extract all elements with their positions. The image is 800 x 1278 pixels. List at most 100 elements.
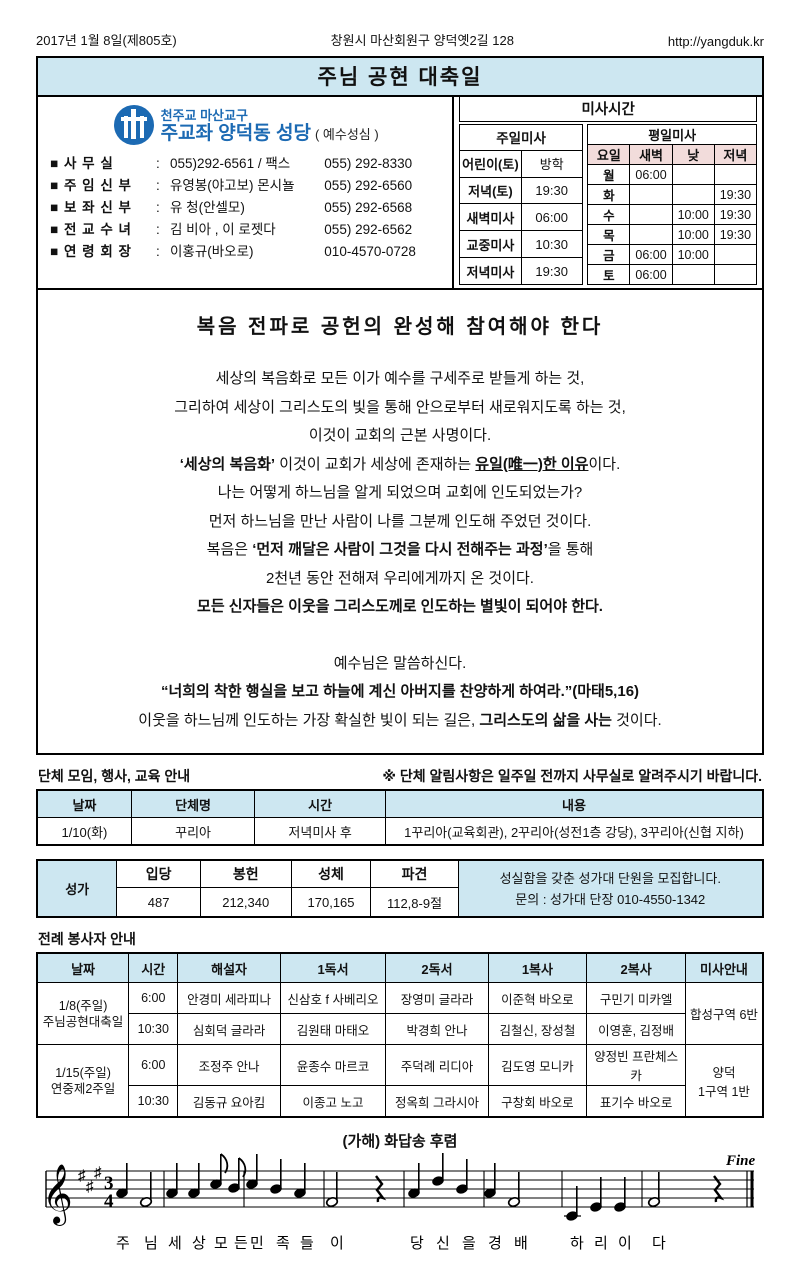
bullet-icon: ■ [50, 178, 59, 193]
groups-cell: 저녁미사 후 [254, 817, 386, 846]
mass-time: 10:00 [671, 244, 715, 265]
contact-label: 전 교 수 녀 [64, 222, 132, 237]
weekday-mass-table: 평일미사 요일 새벽 낮 저녁 월 06:00 화 19:30 수 10:00 19:30 목 10:… [587, 124, 757, 285]
lyric-syllable: 다 [652, 1235, 666, 1252]
mass-time [713, 244, 757, 265]
bulletin-title: 주님 공현 대축일 [36, 56, 764, 97]
day-name: 수 [587, 204, 631, 225]
sermon-text: 이다. [588, 455, 621, 473]
lyric-syllable: 배 [514, 1235, 528, 1252]
church-name-suffix: ( 예수성심 ) [314, 127, 379, 142]
mass-time: 19:30 [713, 204, 757, 225]
choir-col-header: 봉헌 [199, 859, 292, 888]
choir-value: 487 [116, 887, 201, 918]
contact-label: 사 무 실 [64, 156, 114, 171]
mass-time [629, 204, 673, 225]
sharp-icon: ♯ [78, 1167, 86, 1184]
lyric-syllable: 주 [116, 1235, 130, 1252]
mass-guide: 합성구역 6반 [684, 982, 764, 1045]
mass-name: 새벽미사 [459, 203, 522, 232]
volunteer-name: 윤종수 마르코 [279, 1044, 387, 1086]
sunday-mass-table: 주일미사 어린이(토) 방학 저녁(토) 19:30 새벽미사 06:00 교중미사 10:3… [459, 124, 583, 285]
contact-name: 유 청(안셀모) [170, 200, 245, 215]
church-info-box: 천주교 마산교구 주교좌 양덕동 성당( 예수성심 ) ■ 사 무 실:055)2… [38, 97, 455, 288]
music-title: (가해) 화답송 후렴 [342, 1133, 458, 1150]
mass-time [713, 264, 757, 285]
bullet-icon: ■ [50, 222, 59, 237]
top-header: 2017년 1월 8일(제805호) 창원시 마산회원구 양덕옛2길 128 h… [36, 30, 764, 49]
sermon-title: 복음 전파로 공헌의 완성해 참여해야 한다 [196, 316, 604, 338]
groups-section-header: 단체 모임, 행사, 교육 안내 ※ 단체 알림사항은 일주일 전까지 사무실로… [38, 766, 762, 786]
music-notation: Fine 𝄞 ♯ ♯ ♯ 3 4 주 님 세 상 모 든 민 족 들 이 당 신 을 경 배 하 리 이 다 [38, 1151, 762, 1262]
groups-col-header: 단체명 [130, 789, 256, 818]
volunteers-col-header: 2복사 [586, 952, 686, 983]
groups-row: 1/10(화) 꾸리아 저녁미사 후 1꾸리아(교육회관), 2꾸리아(성전1층 강당… [36, 817, 764, 846]
sermon-line: 그리하여 세상이 그리스도의 빛을 통해 안으로부터 새로워지도록 하는 것, [64, 394, 736, 423]
sermon-line: 복음은 ‘먼저 깨달은 사람이 그것을 다시 전해주는 과정’을 통해 [64, 536, 736, 565]
mass-time: 6:00 [128, 982, 179, 1014]
volunteer-name: 심회덕 글라라 [177, 1013, 281, 1045]
day-name: 화 [587, 184, 631, 205]
sharp-icon: ♯ [86, 1178, 94, 1195]
volunteers-heading: 전례 봉사자 안내 [38, 931, 136, 947]
sermon-line: 나는 어떻게 하느님을 알게 되었으며 교회에 인도되었는가? [64, 479, 736, 508]
lyric-syllable: 리 [594, 1235, 608, 1252]
fine-marker: Fine [725, 1153, 756, 1169]
contact-label: 주 임 신 부 [64, 178, 132, 193]
volunteer-name: 안경미 세라피나 [177, 982, 281, 1014]
sermon-text: ‘먼저 깨달은 사람이 그것을 다시 전해주는 과정’ [252, 541, 548, 558]
volunteer-name: 이영훈, 김정배 [586, 1013, 686, 1045]
choir-notice: 성실함을 갖춘 성가대 단원을 모집합니다. 문의 : 성가대 단장 010-4… [457, 859, 764, 918]
volunteers-col-header: 미사안내 [684, 952, 764, 983]
lyric-syllable: 들 [300, 1235, 314, 1252]
lyric-syllable: 이 [330, 1235, 344, 1252]
lyric-syllable: 신 [436, 1235, 450, 1252]
volunteers-table: 날짜 시간 해설자 1독서 2독서 1복사 2복사 미사안내 1/8(주일) 주님공현대축일 6:… [36, 952, 764, 1118]
sermon-line: “너희의 착한 행실을 보고 하늘에 계신 아버지를 찬양하게 하여라.”(마태… [64, 678, 736, 707]
groups-cell: 꾸리아 [130, 817, 256, 846]
volunteer-name: 이준혁 바오로 [487, 982, 588, 1014]
volunteers-col-header: 날짜 [36, 952, 130, 983]
volunteers-row: 1/15(주일) 연중제2주일 6:00 조정주 안나 윤종수 마르코 주덕례 리디아 김도… [36, 1044, 764, 1118]
volunteer-name: 조정주 안나 [177, 1044, 281, 1086]
sermon-text: ‘세상의 복음화’ [179, 455, 276, 473]
church-address: 창원시 마산회원구 양덕옛2길 128 [330, 33, 514, 48]
sermon-line: 모든 신자들은 이웃을 그리스도께로 인도하는 별빛이 되어야 한다. [64, 593, 736, 622]
weekday-mass-row: 금 06:00 10:00 [587, 244, 757, 265]
site-url: http://yangduk.kr [667, 34, 764, 49]
weekday-col-header: 저녁 [713, 144, 757, 165]
contact-colon: : [156, 222, 160, 237]
mass-time: 19:30 [520, 257, 583, 285]
contact-name: 김 비아 , 이 로젯다 [170, 222, 276, 237]
sermon-text: 이것이 교회가 세상에 존재하는 [275, 455, 476, 473]
volunteers-date: 1/8(주일) 주님공현대축일 [36, 982, 130, 1045]
mass-time [671, 264, 715, 285]
weekday-col-header: 새벽 [629, 144, 673, 165]
mass-name: 저녁미사 [459, 257, 522, 285]
sermon-text: 복음은 [206, 541, 253, 558]
lyric-syllable: 이 [618, 1235, 632, 1252]
groups-col-header: 시간 [254, 789, 386, 818]
choir-notice-line1: 성실함을 갖춘 성가대 단원을 모집합니다. [499, 870, 721, 886]
volunteers-row: 10:30 김동규 요아킴 이종고 노고 정옥희 그라시아 구창회 바오로 표기수 바오로 [37, 1085, 763, 1118]
day-name: 목 [587, 224, 631, 245]
choir-notice-line2: 문의 : 성가대 단장 010-4550-1342 [515, 891, 706, 907]
volunteer-name: 구창회 바오로 [487, 1085, 588, 1118]
sermon-line: ‘세상의 복음화’ 이것이 교회가 세상에 존재하는 유일(唯一)한 이유이다. [64, 451, 736, 480]
mass-time: 방학 [520, 149, 583, 178]
choir-table: 성가 입당 봉헌 성체 파견 성실함을 갖춘 성가대 단원을 모집합니다. 문의 : … [36, 859, 764, 918]
sermon-line: 세상의 복음화로 모든 이가 예수를 구세주로 받들게 하는 것, [64, 365, 736, 394]
mass-time: 06:00 [629, 244, 673, 265]
volunteers-col-header: 1복사 [487, 952, 588, 983]
sermon-box: 복음 전파로 공헌의 완성해 참여해야 한다 세상의 복음화로 모든 이가 예수… [36, 290, 764, 755]
contact-colon: : [156, 156, 160, 171]
contact-phone: 055) 292-6562 [324, 222, 413, 237]
choir-value: 170,165 [290, 887, 372, 918]
contact-colon: : [156, 178, 160, 193]
groups-heading: 단체 모임, 행사, 교육 안내 [38, 768, 191, 784]
mass-time: 06:00 [629, 164, 673, 185]
mass-name: 교중미사 [459, 230, 522, 259]
lyric-syllable: 하 [570, 1235, 584, 1252]
contact-name: 유영봉(야고보) 몬시뇰 [170, 178, 295, 193]
mass-time [713, 164, 757, 185]
